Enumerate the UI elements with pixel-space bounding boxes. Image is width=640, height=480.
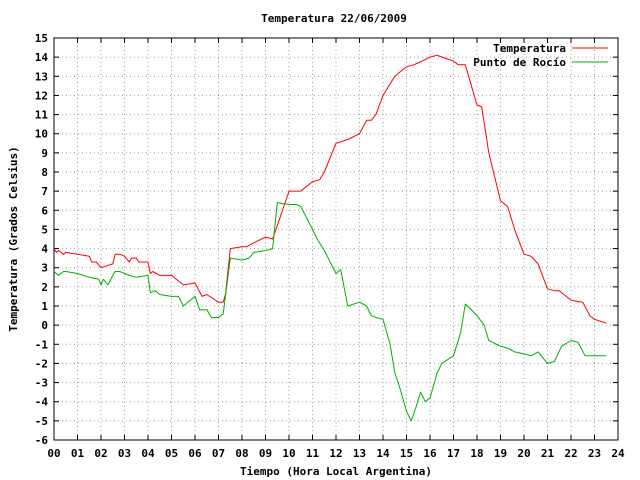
- y-tick-label: 15: [35, 32, 48, 45]
- y-tick-label: 0: [41, 319, 48, 332]
- y-tick-label: 8: [41, 166, 48, 179]
- legend: Temperatura Punto de Rocío: [473, 42, 608, 69]
- y-tick-label: 9: [41, 147, 48, 160]
- x-tick-label: 09: [259, 447, 272, 460]
- x-tick-label: 01: [71, 447, 85, 460]
- series-line-temperatura: [53, 54, 607, 324]
- y-tick-label: 4: [41, 243, 48, 256]
- y-tick-label: 10: [35, 128, 48, 141]
- y-tick-label: 3: [41, 262, 48, 275]
- y-tick-label: -4: [35, 396, 49, 409]
- y-tick-label: -5: [35, 415, 48, 428]
- x-tick-label: 18: [470, 447, 483, 460]
- y-tick-label: -3: [35, 377, 48, 390]
- y-tick-label: -1: [35, 338, 49, 351]
- x-tick-label: 04: [141, 447, 155, 460]
- x-tick-label: 14: [376, 447, 390, 460]
- x-tick-label: 16: [423, 447, 437, 460]
- x-tick-label: 03: [118, 447, 131, 460]
- y-tick-label: 11: [35, 109, 49, 122]
- y-tick-label: 2: [41, 281, 48, 294]
- x-tick-label: 24: [611, 447, 625, 460]
- x-tick-label: 05: [165, 447, 178, 460]
- x-tick-label: 12: [329, 447, 342, 460]
- x-tick-label: 00: [47, 447, 60, 460]
- y-tick-label: 13: [35, 70, 48, 83]
- x-tick-label: 08: [235, 447, 248, 460]
- y-tick-label: 7: [41, 185, 48, 198]
- x-tick-label: 10: [282, 447, 295, 460]
- x-tick-label: 07: [212, 447, 225, 460]
- y-tick-label: 14: [35, 51, 49, 64]
- series-line-punto-de-rocio: [53, 202, 607, 422]
- grid: [54, 38, 618, 440]
- x-axis-label: Tiempo (Hora Local Argentina): [240, 465, 432, 478]
- y-tick-label: -6: [35, 434, 49, 447]
- x-tick-label: 06: [188, 447, 202, 460]
- x-tick-label: 11: [306, 447, 320, 460]
- y-axis-label: Temperatura (Grados Celsius): [7, 146, 20, 331]
- x-tick-label: 21: [541, 447, 555, 460]
- x-tick-label: 22: [564, 447, 577, 460]
- x-tick-label: 13: [353, 447, 366, 460]
- y-tick-label: -2: [35, 357, 48, 370]
- y-tick-label: 5: [41, 223, 48, 236]
- legend-label-punto-de-rocio: Punto de Rocío: [473, 56, 566, 69]
- x-tick-label: 20: [517, 447, 530, 460]
- chart-title: Temperatura 22/06/2009: [261, 12, 407, 25]
- axis-ticks: 00 01 02 03 04 05 06 07 08 09 10 11 12 13 14 15 16 17 18 19…: [35, 32, 625, 460]
- x-tick-label: 17: [447, 447, 460, 460]
- x-tick-label: 19: [494, 447, 507, 460]
- y-tick-label: 1: [41, 300, 48, 313]
- series-layer: [53, 54, 607, 422]
- plot-frame: [53, 37, 619, 441]
- legend-label-temperatura: Temperatura: [493, 42, 566, 55]
- x-tick-label: 15: [400, 447, 413, 460]
- y-tick-label: 12: [35, 89, 48, 102]
- y-tick-label: 6: [41, 204, 48, 217]
- x-tick-label: 02: [94, 447, 107, 460]
- x-tick-label: 23: [588, 447, 601, 460]
